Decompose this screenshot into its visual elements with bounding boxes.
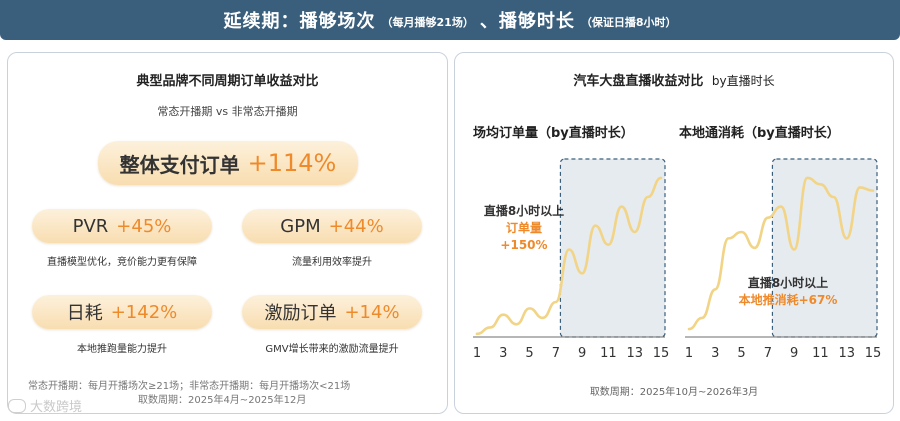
metric-label: 日耗 <box>66 303 103 324</box>
x-tick-label: 15 <box>865 346 882 361</box>
metric-value: +44% <box>328 215 384 237</box>
right-panel-title-main: 汽车大盘直播收益对比 <box>573 74 704 89</box>
header-title-sub: （每月播够21场） <box>381 16 474 29</box>
x-tick-label: 11 <box>812 346 829 361</box>
chart1-annotation-line3: +150% <box>500 238 548 252</box>
metric-note: 本地推跑量能力提升 <box>77 344 167 355</box>
left-footnote-period: 取数周期：2025年4月~2025年12月 <box>138 395 307 406</box>
chart1-annotation: 直播8小时以上 订单量 +150% <box>469 203 579 254</box>
chart2-annotation-line2: 本地推消耗+67% <box>738 293 838 307</box>
metric-label: GPM <box>280 215 321 237</box>
watermark-logo-icon <box>8 398 26 413</box>
metric-pill-incentive-orders: 激励订单 +14% <box>242 295 422 329</box>
chart2-annotation-line1: 直播8小时以上 <box>747 276 829 290</box>
x-tick-label: 7 <box>552 346 560 361</box>
left-panel-title: 典型品牌不同周期订单收益对比 <box>136 74 319 89</box>
x-tick-label: 5 <box>525 346 533 361</box>
header-title: 延续期：播够场次 <box>223 11 376 32</box>
metric-pill-daily-spend: 日耗 +142% <box>32 295 212 329</box>
x-tick-label: 13 <box>838 346 855 361</box>
chart1-annotation-line1: 直播8小时以上 <box>483 204 565 218</box>
highlight-region <box>771 158 878 338</box>
metric-note: 直播模型优化，竞价能力更有保障 <box>47 257 197 268</box>
main-metric-pill: 整体支付订单 +114% <box>98 141 358 185</box>
chart1-title: 场均订单量（by直播时长） <box>473 126 634 141</box>
header-title-2: 、播够时长 <box>479 11 575 32</box>
x-tick-label: 9 <box>578 346 586 361</box>
main-metric-value: +114% <box>247 149 337 177</box>
x-tick-label: 9 <box>790 346 798 361</box>
metric-label: PVR <box>72 215 109 237</box>
metric-value: +14% <box>344 301 400 323</box>
chart1-annotation-line2: 订单量 <box>505 221 542 235</box>
page-header: 延续期：播够场次 （每月播够21场） 、播够时长 （保证日播8小时） <box>0 0 900 40</box>
metric-pill-pvr: PVR +45% <box>32 209 212 243</box>
chart2-title: 本地通消耗（by直播时长） <box>679 126 840 141</box>
highlight-region <box>559 158 666 338</box>
local-spend-chart: 1 3 5 7 9 11 13 15 <box>685 158 882 361</box>
main-metric-label: 整体支付订单 <box>119 152 240 177</box>
metric-note: 流量利用效率提升 <box>292 257 372 268</box>
left-panel-subtitle: 常态开播期 vs 非常态开播期 <box>157 105 298 118</box>
right-panel-title-sub: by直播时长 <box>711 74 775 88</box>
x-tick-label: 1 <box>473 346 481 361</box>
watermark: 大数跨境 <box>8 396 82 415</box>
x-tick-label: 3 <box>711 346 719 361</box>
right-footnote-period: 取数周期：2025年10月~2026年3月 <box>589 387 759 398</box>
header-title-2-sub: （保证日播8小时） <box>580 16 677 29</box>
x-tick-label: 11 <box>600 346 617 361</box>
metric-label: 激励订单 <box>264 303 337 324</box>
brand-comparison-panel: 典型品牌不同周期订单收益对比 常态开播期 vs 非常态开播期 整体支付订单 +1… <box>7 52 448 414</box>
x-tick-label: 5 <box>737 346 745 361</box>
metric-note: GMV增长带来的激励流量提升 <box>265 344 399 355</box>
livestream-comparison-panel: 汽车大盘直播收益对比 by直播时长 场均订单量（by直播时长） 本地通消耗（by… <box>454 52 894 414</box>
metric-pill-gpm: GPM +44% <box>242 209 422 243</box>
x-tick-label: 3 <box>499 346 507 361</box>
x-tick-label: 15 <box>653 346 670 361</box>
metric-value: +45% <box>116 215 172 237</box>
x-tick-label: 13 <box>626 346 643 361</box>
watermark-text: 大数跨境 <box>30 400 83 415</box>
order-volume-chart: 1 3 5 7 9 11 13 15 <box>473 158 670 361</box>
x-tick-label: 7 <box>764 346 772 361</box>
left-footnote-definition: 常态开播期：每月开播场次≥21场；非常态开播期：每月开播场次<21场 <box>28 381 351 392</box>
x-tick-label: 1 <box>685 346 693 361</box>
right-panel-title: 汽车大盘直播收益对比 by直播时长 <box>455 70 893 89</box>
metric-value: +142% <box>110 301 178 323</box>
chart2-annotation: 直播8小时以上 本地推消耗+67% <box>723 275 853 309</box>
